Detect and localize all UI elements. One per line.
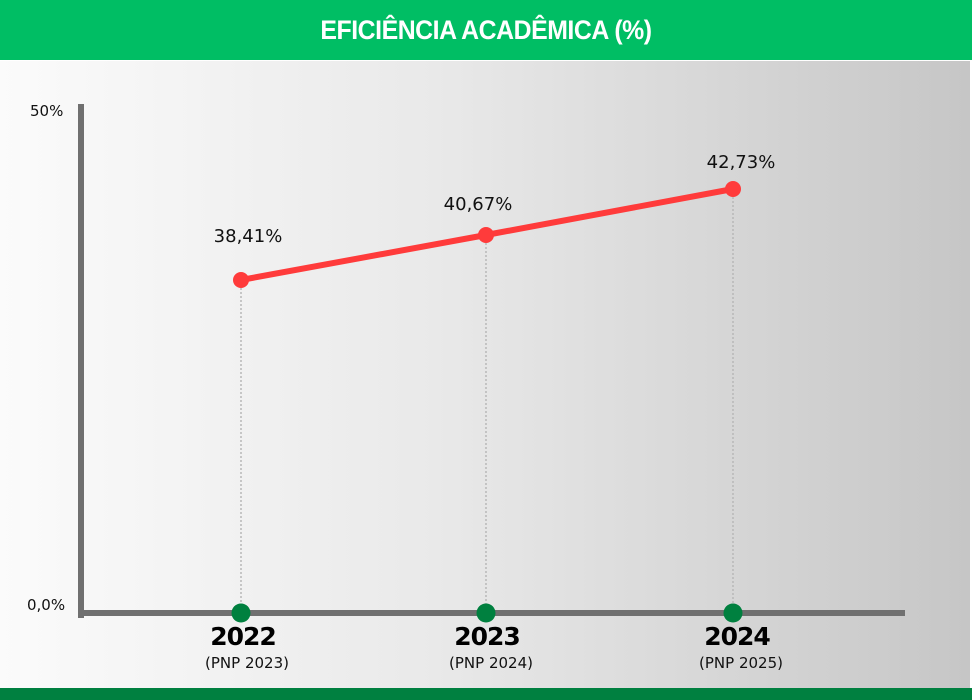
category-label: 2023 [454,622,521,651]
y-tick-max: 50% [30,102,64,120]
bottom-strip [0,688,972,700]
y-tick-min: 0,0% [27,596,66,614]
category-sublabel: (PNP 2024) [449,654,533,672]
value-label: 38,41% [213,226,283,247]
data-point [478,227,494,243]
data-point [233,272,249,288]
x-axis-marker [476,603,496,623]
category-sublabel: (PNP 2023) [205,654,289,672]
y-axis [78,104,84,618]
category-sublabel: (PNP 2025) [699,654,783,672]
chart-header: EFICIÊNCIA ACADÊMICA (%) [0,0,972,60]
x-axis-marker [723,603,743,623]
category-label: 2022 [210,622,277,651]
panel-edge [970,61,972,688]
data-points [233,181,741,288]
value-label: 40,67% [443,194,513,215]
value-label: 42,73% [706,152,776,173]
x-axis-markers [231,603,743,623]
category-label: 2024 [704,622,771,651]
data-point [725,181,741,197]
chart-panel [0,61,970,688]
x-axis-marker [231,603,251,623]
chart-title: EFICIÊNCIA ACADÊMICA (%) [320,14,652,45]
vertical-guide-lines [240,189,734,606]
